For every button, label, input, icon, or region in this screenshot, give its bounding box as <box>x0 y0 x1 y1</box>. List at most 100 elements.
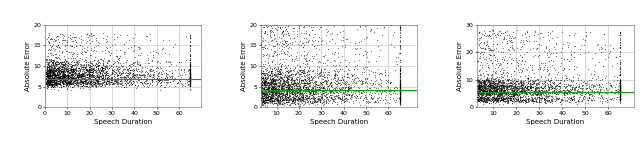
Point <box>497 80 507 83</box>
Point <box>488 97 499 99</box>
Point <box>605 44 615 46</box>
Point <box>122 71 132 74</box>
Point <box>523 95 533 98</box>
Point <box>81 81 92 84</box>
Point <box>495 91 506 94</box>
Point <box>577 87 588 89</box>
Point <box>57 81 67 83</box>
Point <box>84 54 95 56</box>
Point <box>167 72 177 74</box>
Point <box>302 88 312 90</box>
Point <box>524 90 534 93</box>
Point <box>83 85 93 88</box>
Point <box>324 94 334 97</box>
Point <box>88 74 99 76</box>
Point <box>49 68 59 70</box>
Point <box>44 68 54 70</box>
Point <box>89 83 99 85</box>
Point <box>98 76 108 78</box>
Point <box>50 48 60 50</box>
Point <box>62 79 72 81</box>
Point <box>337 102 347 104</box>
Point <box>545 81 555 83</box>
Point <box>124 77 134 79</box>
Point <box>527 86 538 88</box>
Point <box>45 65 55 68</box>
Point <box>132 85 142 87</box>
Point <box>185 66 195 68</box>
Point <box>136 81 147 83</box>
Point <box>282 77 292 79</box>
Point <box>493 92 504 94</box>
Point <box>484 94 494 97</box>
Point <box>540 45 550 47</box>
Point <box>274 95 284 98</box>
Point <box>55 79 65 81</box>
Point <box>292 99 303 101</box>
Point <box>283 32 293 34</box>
Point <box>123 68 133 70</box>
Point <box>152 65 163 68</box>
Point <box>495 100 505 103</box>
Point <box>268 97 278 100</box>
Point <box>394 31 404 33</box>
Point <box>41 71 51 74</box>
Point <box>394 98 404 100</box>
Point <box>511 80 521 82</box>
Point <box>394 99 404 101</box>
Point <box>542 82 552 84</box>
Point <box>287 57 297 60</box>
Point <box>572 103 582 105</box>
Point <box>326 85 336 87</box>
Point <box>99 75 109 77</box>
Point <box>271 85 282 87</box>
Point <box>516 84 526 87</box>
Point <box>394 72 404 74</box>
Point <box>129 62 140 64</box>
Point <box>614 91 625 93</box>
Point <box>484 97 495 100</box>
Point <box>504 84 515 86</box>
Point <box>365 89 375 91</box>
Point <box>305 82 315 84</box>
Point <box>294 86 305 88</box>
Point <box>66 76 76 78</box>
Point <box>78 86 88 89</box>
Point <box>272 69 282 72</box>
Point <box>150 70 161 72</box>
Point <box>115 71 125 73</box>
Point <box>66 69 76 72</box>
Point <box>58 63 68 66</box>
Point <box>277 85 287 88</box>
Point <box>267 90 277 92</box>
Point <box>58 70 68 73</box>
Point <box>84 68 95 71</box>
Point <box>257 75 267 77</box>
Point <box>91 39 101 41</box>
Point <box>83 73 93 75</box>
Point <box>58 79 68 81</box>
Point <box>268 88 278 90</box>
Point <box>506 95 516 97</box>
Point <box>476 98 486 100</box>
Point <box>259 102 269 105</box>
Point <box>61 69 72 72</box>
Point <box>129 76 139 78</box>
Point <box>170 68 180 71</box>
Point <box>492 58 502 60</box>
Point <box>303 84 314 86</box>
Point <box>275 97 285 99</box>
Point <box>96 78 106 80</box>
Point <box>307 40 317 42</box>
Point <box>614 84 625 87</box>
Point <box>268 55 278 57</box>
Point <box>274 43 284 45</box>
Point <box>144 77 154 80</box>
Point <box>492 96 502 98</box>
Point <box>49 69 59 71</box>
Point <box>257 92 267 95</box>
Point <box>538 83 548 85</box>
Point <box>483 96 493 98</box>
Point <box>45 72 56 74</box>
Point <box>534 96 544 98</box>
